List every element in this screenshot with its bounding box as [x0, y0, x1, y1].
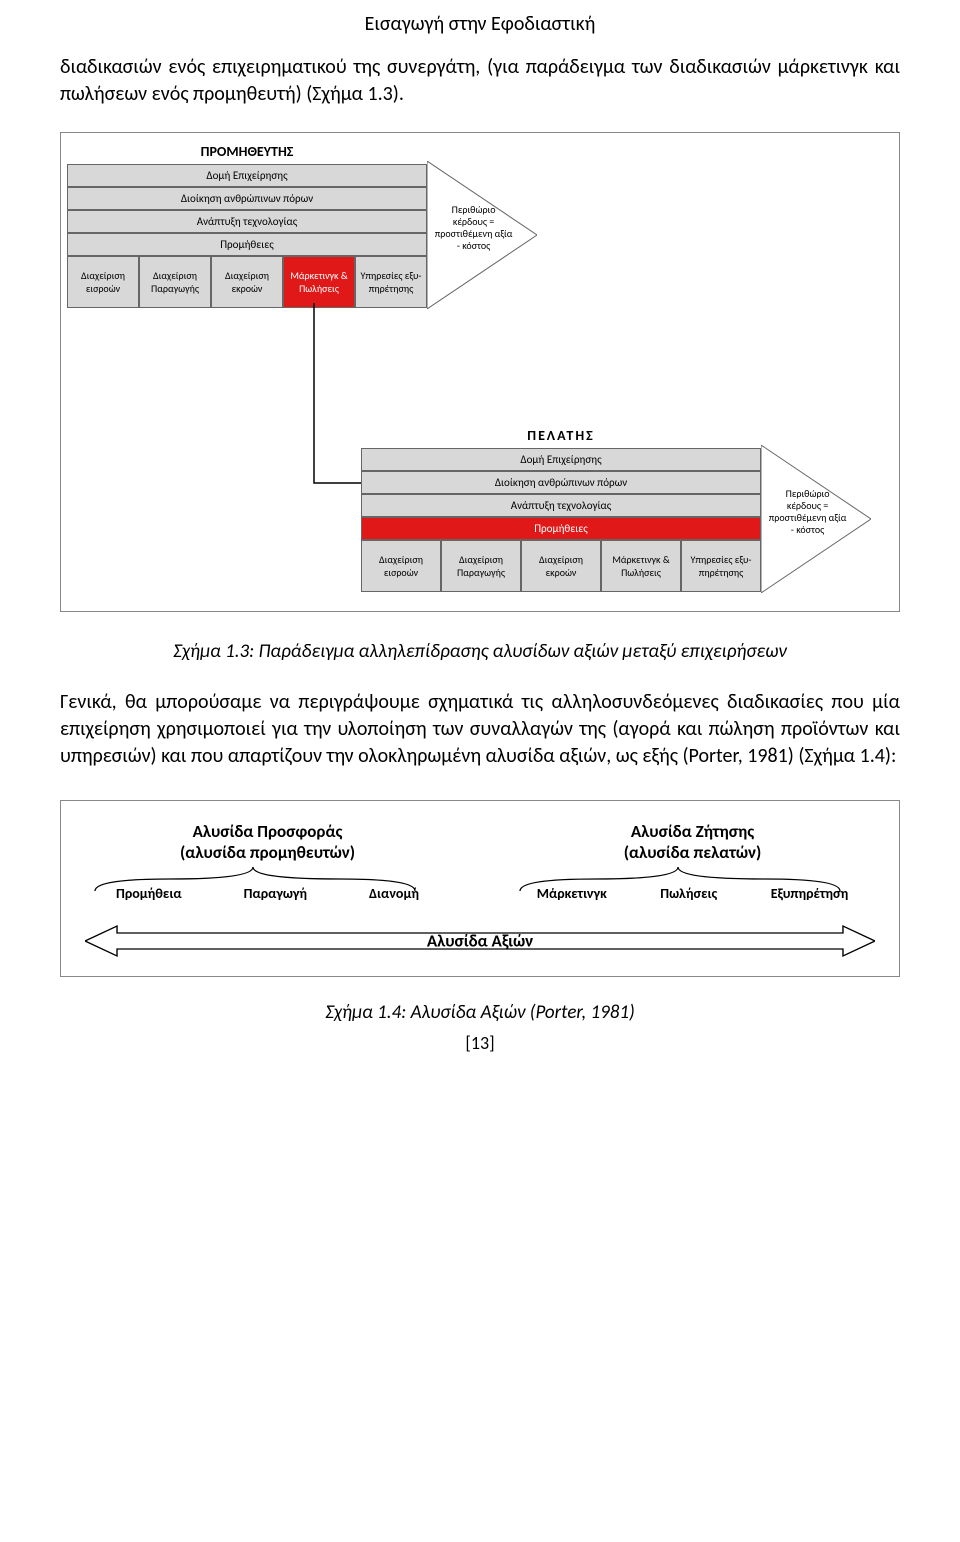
figure-1-4: Αλυσίδα Προσφοράς (αλυσίδα προμηθευτών) …: [60, 800, 900, 978]
customer-support-row: Ανάπτυξη τεχνολογίας: [361, 494, 761, 517]
customer-primary-cell: Διαχείριση Παραγωγής: [441, 540, 521, 592]
demand-item: Πωλήσεις: [660, 885, 717, 902]
customer-primary-cell: Υπηρεσίες εξυ-πηρέτησης: [681, 540, 761, 592]
supplier-support-row: Διοίκηση ανθρώπινων πόρων: [67, 187, 427, 210]
demand-title-l2: (αλυσίδα πελατών): [624, 842, 762, 863]
demand-item: Εξυπηρέτηση: [771, 885, 849, 902]
supplier-support-row: Προμήθειες: [67, 233, 427, 256]
customer-primary-cell: Διαχείριση εισροών: [361, 540, 441, 592]
customer-support-row: Δομή Επιχείρησης: [361, 448, 761, 471]
customer-margin-text: Περιθώριο κέρδους = προστιθέμενη αξία - …: [768, 488, 848, 536]
demand-chain-column: Αλυσίδα Ζήτησης (αλυσίδα πελατών) Μάρκετ…: [510, 821, 875, 903]
figure-1-3: ΠΡΟΜΗΘΕΥΤΗΣ Δομή Επιχείρησης Διοίκηση αν…: [60, 132, 900, 612]
supplier-primary-cell: Διαχείριση εισροών: [67, 256, 139, 308]
page-root: Εισαγωγή στην Εφοδιαστική διαδικασιών εν…: [0, 0, 960, 1084]
customer-margin-triangle: Περιθώριο κέρδους = προστιθέμενη αξία - …: [761, 445, 871, 593]
double-arrow: Αλυσίδα Αξιών: [85, 924, 875, 958]
supply-title-l2: (αλυσίδα προμηθευτών): [180, 842, 355, 863]
supplier-primary-cell: Διαχείριση εκροών: [211, 256, 283, 308]
supplier-margin-text: Περιθώριο κέρδους = προστιθέμενη αξία - …: [434, 204, 514, 252]
customer-title: ΠΕΛΑΤΗΣ: [361, 423, 761, 448]
demand-item: Μάρκετινγκ: [537, 885, 607, 902]
supplier-primary-cell-highlight: Μάρκετινγκ & Πωλήσεις: [283, 256, 355, 308]
customer-support-row: Διοίκηση ανθρώπινων πόρων: [361, 471, 761, 494]
supplier-support-row: Δομή Επιχείρησης: [67, 164, 427, 187]
supply-item: Διανομή: [369, 885, 419, 902]
demand-title-l1: Αλυσίδα Ζήτησης: [631, 821, 754, 842]
customer-primary-cell: Διαχείριση εκροών: [521, 540, 601, 592]
body-paragraph-2: Γενικά, θα μπορούσαμε να περιγράψουμε σχ…: [60, 689, 900, 770]
page-number: [13]: [60, 1032, 900, 1054]
supplier-margin-triangle: Περιθώριο κέρδους = προστιθέμενη αξία - …: [427, 161, 537, 309]
intro-paragraph: διαδικασιών ενός επιχειρηματικού της συν…: [60, 54, 900, 108]
supplier-title: ΠΡΟΜΗΘΕΥΤΗΣ: [67, 139, 427, 164]
supply-item: Προμήθεια: [116, 885, 182, 902]
supplier-primary-cell: Διαχείριση Παραγωγής: [139, 256, 211, 308]
supply-title-l1: Αλυσίδα Προσφοράς: [193, 821, 343, 842]
customer-primary-cell: Μάρκετινγκ & Πωλήσεις: [601, 540, 681, 592]
customer-support-row-highlight: Προμήθειες: [361, 517, 761, 540]
page-header: Εισαγωγή στην Εφοδιαστική: [60, 12, 900, 36]
caption-figure-1-3: Σχήμα 1.3: Παράδειγμα αλληλεπίδρασης αλυ…: [60, 640, 900, 665]
supply-chain-column: Αλυσίδα Προσφοράς (αλυσίδα προμηθευτών) …: [85, 821, 450, 903]
caption-figure-1-4: Σχήμα 1.4: Αλυσίδα Αξιών (Porter, 1981): [60, 1001, 900, 1024]
customer-value-chain: ΠΕΛΑΤΗΣ Δομή Επιχείρησης Διοίκηση ανθρώπ…: [361, 423, 761, 592]
supplier-support-row: Ανάπτυξη τεχνολογίας: [67, 210, 427, 233]
supply-item: Παραγωγή: [244, 885, 307, 902]
supplier-value-chain: ΠΡΟΜΗΘΕΥΤΗΣ Δομή Επιχείρησης Διοίκηση αν…: [67, 139, 427, 308]
double-arrow-label: Αλυσίδα Αξιών: [85, 931, 875, 952]
supplier-primary-cell: Υπηρεσίες εξυ-πηρέτησης: [355, 256, 427, 308]
